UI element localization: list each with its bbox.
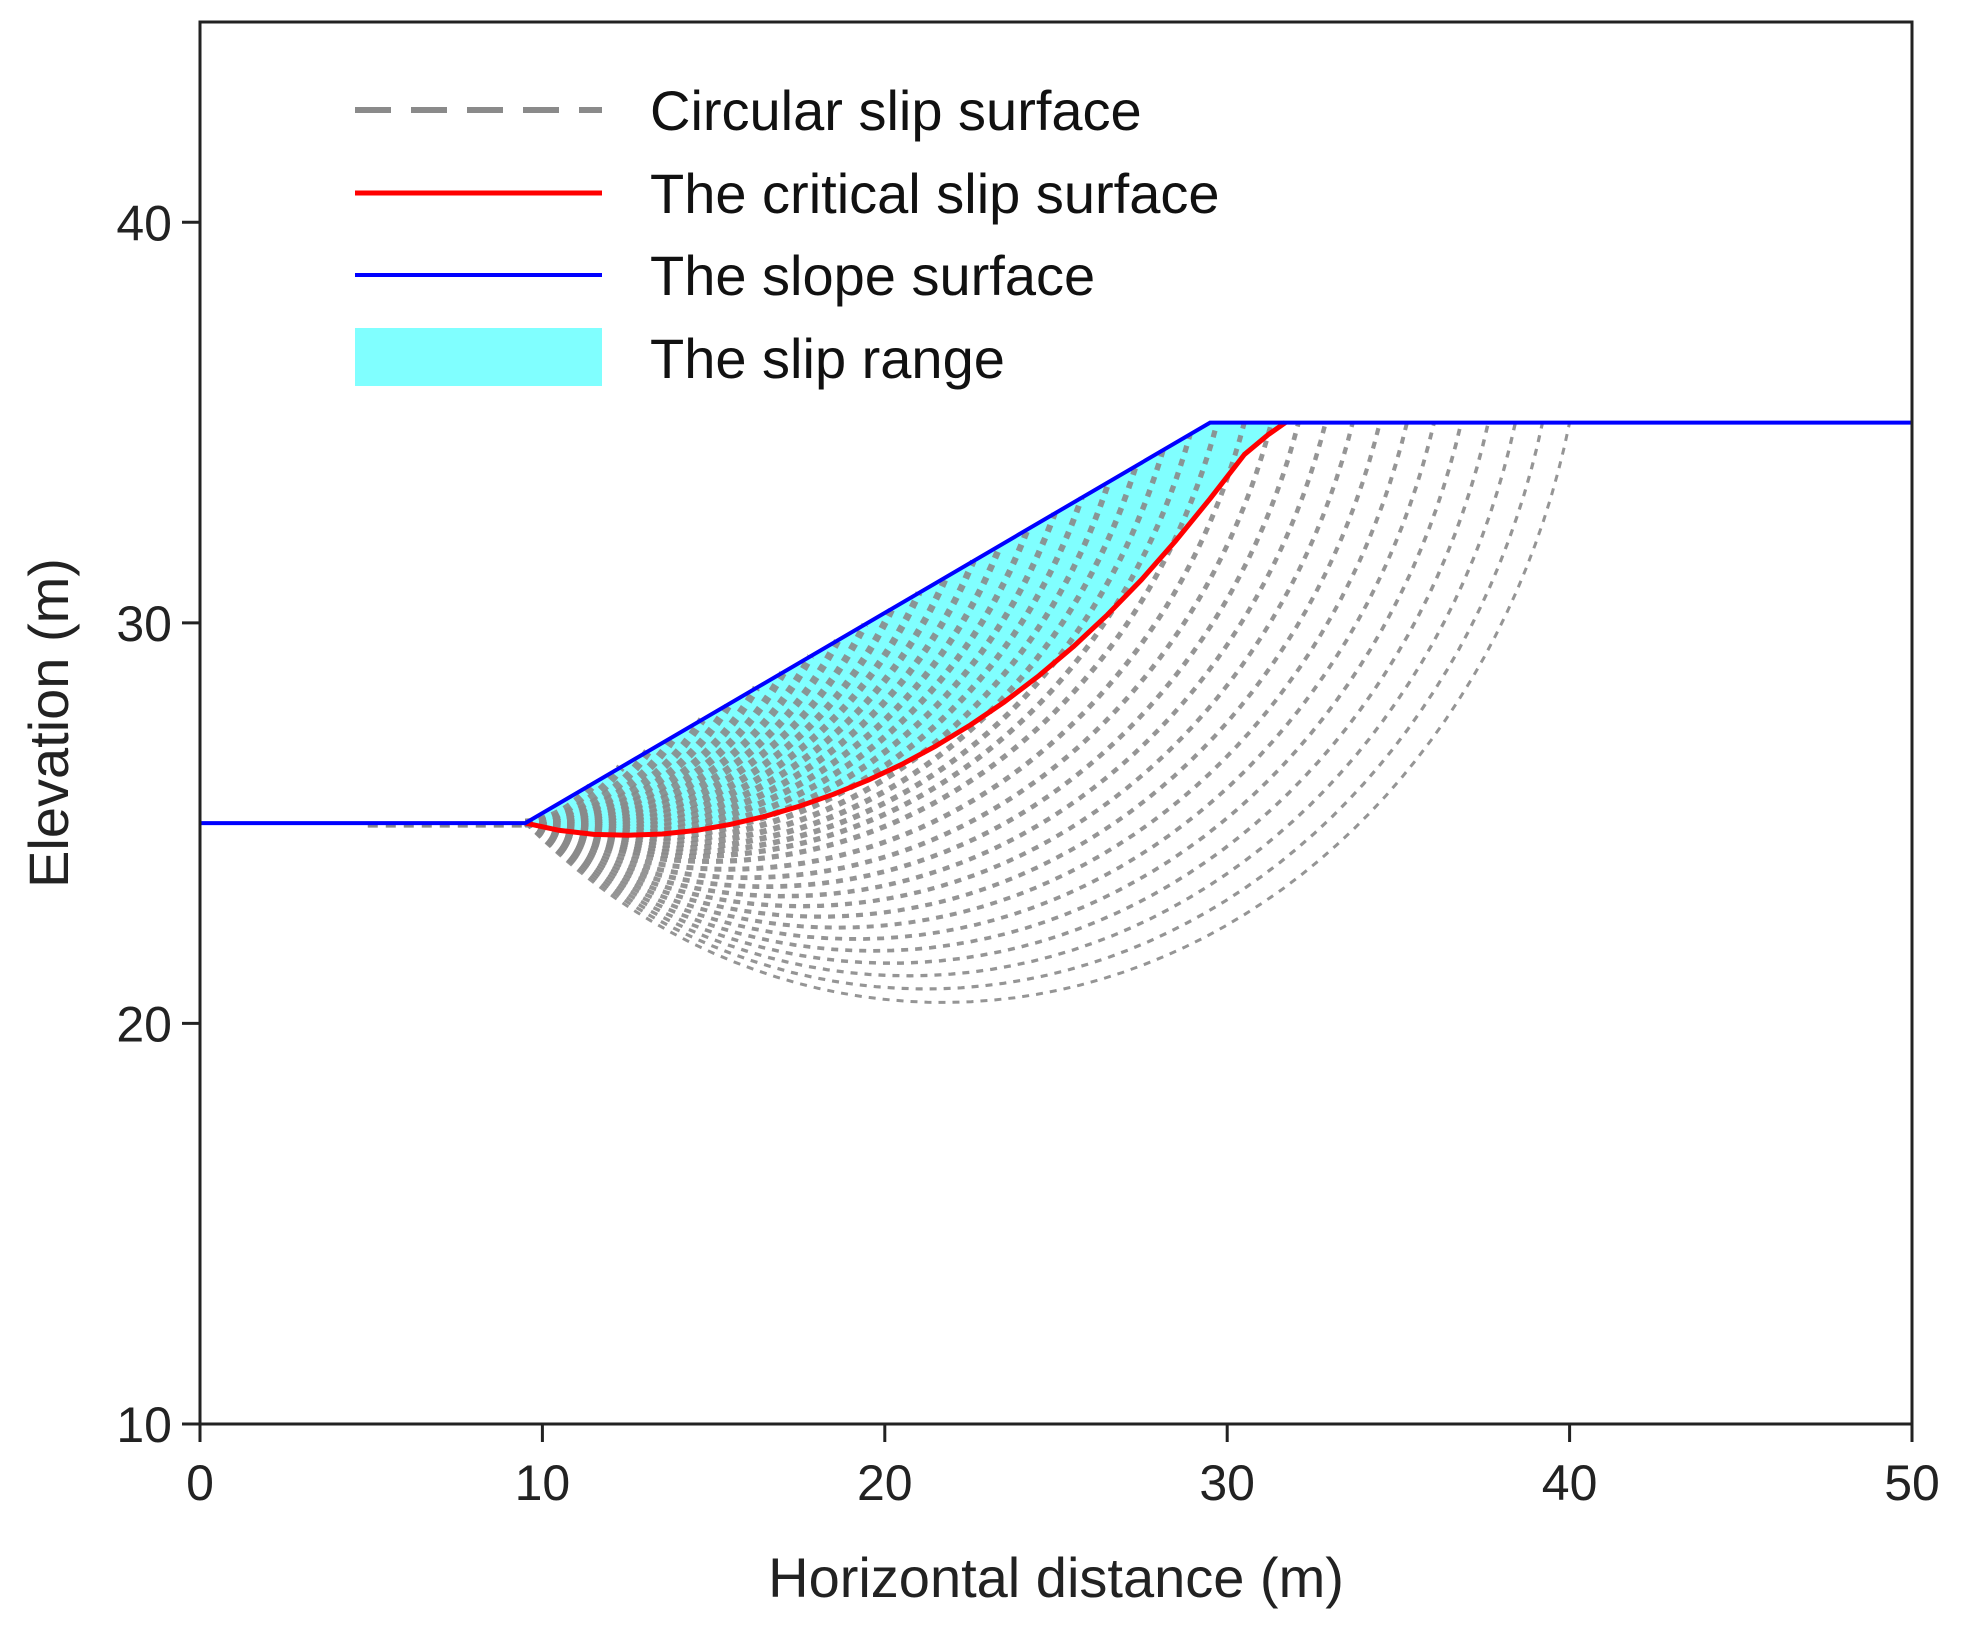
slip-range-layer: [525, 422, 1286, 836]
y-tick-label: 30: [116, 596, 172, 652]
circular-slip-arc: [524, 422, 1355, 909]
legend-label-slope: The slope surface: [650, 244, 1095, 307]
circular-slip-arc: [524, 512, 1058, 843]
x-tick-label: 10: [515, 1455, 571, 1511]
y-tick-label: 20: [116, 996, 172, 1052]
critical-slip-surface-line: [524, 420, 1287, 838]
circular-slip-arc: [524, 422, 1463, 953]
slope-surface-line: [200, 420, 1912, 826]
circular-slip-arc: [524, 433, 1193, 859]
x-axis-ticks: 0 10 20 30 40 50: [186, 1424, 1940, 1511]
x-tick-label: 30: [1199, 1455, 1255, 1511]
legend-label-range: The slip range: [650, 327, 1005, 390]
legend-label-circular: Circular slip surface: [650, 79, 1142, 142]
y-axis-title: Elevation (m): [17, 558, 80, 888]
legend: Circular slip surface The critical slip …: [355, 79, 1220, 390]
y-tick-label: 40: [116, 195, 172, 251]
circular-slip-arc: [524, 422, 1491, 965]
legend-swatch-range: [355, 328, 602, 386]
slip-range-area: [525, 422, 1286, 836]
y-axis-ticks: 10 20 30 40: [116, 195, 200, 1453]
circular-slip-arc: [524, 421, 1301, 889]
circular-slip-arc: [524, 465, 1139, 852]
circular-slip-arc: [524, 421, 1220, 865]
x-axis-title: Horizontal distance (m): [768, 1546, 1344, 1609]
slope-surface-layer: [200, 420, 1912, 826]
circular-slip-arc: [524, 543, 1004, 838]
circular-slip-arc: [524, 480, 1112, 849]
circular-slip-arc: [524, 422, 1409, 930]
plot-area: [200, 420, 1912, 1004]
circular-slip-arc: [524, 654, 814, 829]
legend-label-critical: The critical slip surface: [650, 162, 1220, 225]
x-tick-label: 50: [1884, 1455, 1940, 1511]
circular-slip-arc: [524, 422, 1545, 991]
x-tick-label: 40: [1542, 1455, 1598, 1511]
critical-slip-surface-layer: [524, 420, 1287, 838]
circular-slip-arc: [524, 421, 1247, 872]
circular-slip-arc: [524, 422, 1518, 978]
circular-slip-arc: [524, 421, 1274, 881]
circular-slip-arc: [524, 422, 1328, 899]
x-tick-label: 0: [186, 1455, 214, 1511]
circular-slip-arc: [524, 422, 1572, 1004]
plot-frame: [198, 20, 1914, 1426]
y-tick-label: 10: [116, 1397, 172, 1453]
circular-slip-arc: [524, 449, 1166, 856]
circular-slip-arc: [524, 422, 1436, 941]
circular-slip-arc: [524, 422, 1382, 919]
x-tick-label: 20: [857, 1455, 913, 1511]
